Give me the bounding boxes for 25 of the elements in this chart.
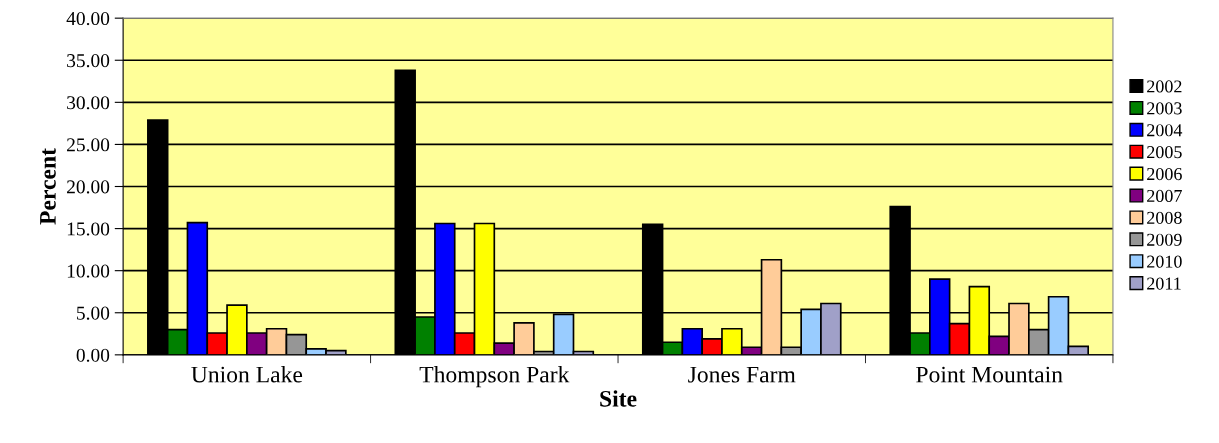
y-tick-label: 10.00 [67, 264, 110, 278]
legend-label: 2006 [1147, 167, 1182, 181]
y-axis-title: Percent [40, 148, 56, 225]
y-tick-label: 20.00 [67, 180, 110, 194]
legend-label: 2002 [1147, 80, 1182, 93]
legend-label: 2004 [1147, 124, 1183, 137]
y-tick-label: 40.00 [66, 11, 110, 26]
y-tick-label: 25.00 [67, 138, 110, 152]
y-tick-label: 35.00 [67, 54, 110, 68]
x-tick-label: Jones Farm [688, 366, 796, 383]
legend-label: 2008 [1147, 211, 1182, 224]
x-axis-title: Site [600, 390, 637, 407]
y-tick-label: 15.00 [67, 222, 110, 236]
legend-label: 2009 [1147, 233, 1182, 246]
legend-label: 2003 [1147, 102, 1182, 115]
y-tick-label: 5.00 [77, 306, 110, 320]
y-tick-label: 30.00 [67, 96, 110, 110]
x-tick-label: Thompson Park [419, 365, 570, 388]
legend-label: 2010 [1147, 255, 1182, 268]
x-tick-label: Point Mountain [916, 366, 1063, 383]
legend-label: 2011 [1147, 277, 1181, 290]
legend-label: 2007 [1147, 189, 1182, 203]
legend-label: 2005 [1147, 146, 1182, 159]
x-tick-label: Union Lake [191, 365, 303, 383]
y-tick-label: 0.00 [76, 348, 110, 362]
